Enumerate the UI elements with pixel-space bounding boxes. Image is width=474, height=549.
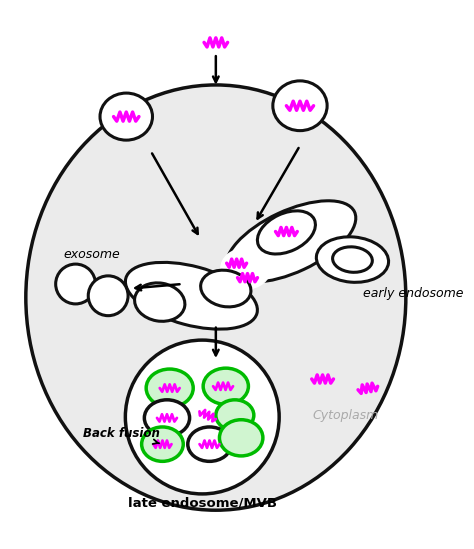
Circle shape xyxy=(88,276,128,316)
Ellipse shape xyxy=(135,283,185,321)
Text: Back fusion: Back fusion xyxy=(83,427,160,444)
Ellipse shape xyxy=(142,427,183,461)
Text: exosome: exosome xyxy=(64,248,120,261)
Circle shape xyxy=(55,264,95,304)
Text: Cytoplasm: Cytoplasm xyxy=(312,408,378,422)
Text: late endosome/MVB: late endosome/MVB xyxy=(128,496,277,509)
Ellipse shape xyxy=(273,81,327,131)
Ellipse shape xyxy=(316,237,389,282)
Ellipse shape xyxy=(216,400,254,430)
Ellipse shape xyxy=(145,400,190,436)
Ellipse shape xyxy=(100,93,153,140)
Ellipse shape xyxy=(188,427,231,461)
Ellipse shape xyxy=(221,248,271,289)
Ellipse shape xyxy=(203,368,248,405)
Text: early endosome: early endosome xyxy=(363,287,464,300)
Ellipse shape xyxy=(226,201,356,282)
Ellipse shape xyxy=(146,369,193,407)
Ellipse shape xyxy=(257,211,315,254)
Circle shape xyxy=(125,340,279,494)
Ellipse shape xyxy=(126,262,257,329)
Ellipse shape xyxy=(219,420,263,456)
Ellipse shape xyxy=(201,270,251,307)
Ellipse shape xyxy=(333,247,372,272)
Ellipse shape xyxy=(26,85,406,510)
